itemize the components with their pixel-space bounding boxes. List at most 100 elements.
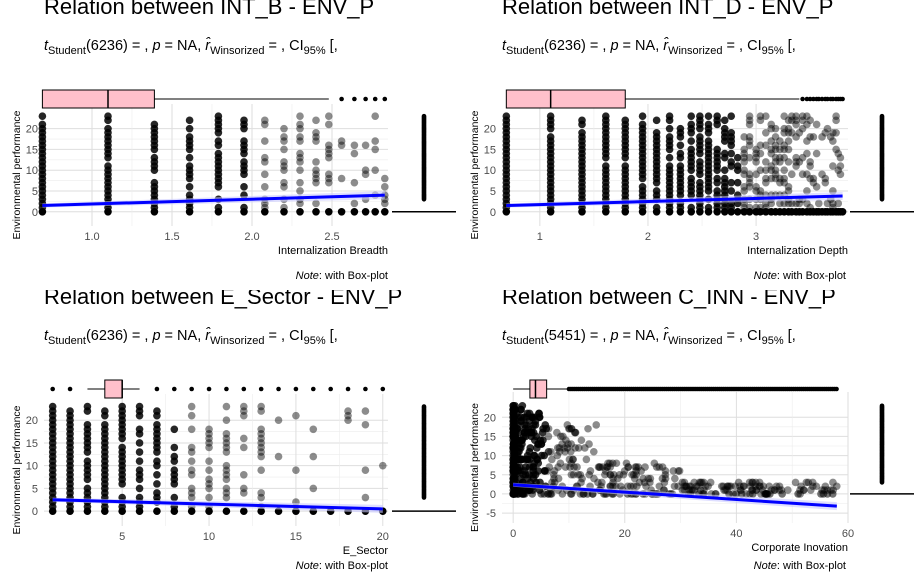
data-point [665, 162, 674, 170]
data-point [829, 128, 837, 137]
data-point [795, 199, 804, 208]
data-point [748, 478, 756, 487]
data-point [546, 133, 555, 141]
data-point [740, 149, 748, 158]
data-point [577, 436, 586, 445]
chart-note: Note: with Box-plot [753, 270, 846, 282]
data-point [296, 137, 304, 145]
data-point [671, 474, 679, 483]
data-point [83, 457, 92, 465]
data-point [806, 174, 814, 183]
data-point [559, 432, 567, 441]
data-point [312, 207, 320, 216]
data-point [713, 112, 721, 120]
data-point [185, 124, 194, 133]
data-point [312, 166, 320, 174]
chart-note: Note: with Box-plot [295, 560, 388, 572]
data-point [609, 478, 617, 487]
data-point [135, 457, 144, 465]
data-point [576, 470, 585, 479]
data-point [296, 199, 304, 208]
data-point [510, 440, 519, 448]
data-point [548, 455, 556, 464]
y-tick-label: 0 [490, 207, 496, 219]
data-point [778, 490, 786, 498]
data-point [612, 482, 620, 491]
data-point [325, 207, 333, 216]
data-point [257, 425, 265, 434]
data-point [239, 489, 248, 497]
data-point [222, 470, 231, 479]
data-point [713, 145, 721, 154]
x-tick-label: 3 [753, 231, 759, 243]
data-point [803, 149, 811, 158]
data-point [762, 112, 770, 120]
data-point [517, 405, 525, 414]
data-point [646, 474, 655, 483]
data-point [187, 489, 196, 497]
data-point [325, 170, 333, 179]
data-point [803, 187, 811, 195]
data-point [38, 120, 47, 129]
data-point [665, 124, 674, 133]
x-box-outlier [293, 386, 299, 392]
data-point [676, 149, 685, 158]
data-point [553, 428, 561, 437]
data-point [745, 153, 754, 162]
data-point [803, 137, 811, 145]
data-point [694, 482, 702, 491]
data-point [836, 153, 845, 162]
chart-title: Relation between INT_D - ENV_P [502, 0, 834, 19]
data-point [806, 158, 814, 166]
data-point [832, 112, 840, 120]
chart-title: Relation between INT_B - ENV_P [44, 0, 375, 19]
data-point [571, 444, 580, 452]
data-point [720, 149, 729, 158]
data-point [646, 478, 654, 487]
data-point [567, 424, 576, 433]
data-point [104, 124, 112, 133]
data-point [548, 478, 556, 487]
data-point [751, 478, 760, 487]
y-tick-label: 20 [484, 124, 496, 136]
data-point [632, 467, 640, 475]
data-point [214, 149, 223, 158]
data-point [612, 459, 621, 468]
x-tick-label: 0 [510, 528, 516, 540]
data-point [606, 470, 615, 479]
x-box-outlier [363, 96, 368, 102]
data-point [135, 493, 144, 502]
data-point [776, 174, 784, 183]
data-point [762, 128, 770, 137]
data-point [170, 493, 179, 502]
data-point [239, 407, 248, 415]
data-point [118, 443, 126, 452]
data-point [751, 482, 760, 491]
data-point [720, 174, 729, 183]
data-point [740, 158, 748, 166]
data-point [780, 153, 789, 162]
y-tick-label: 0 [490, 489, 496, 501]
data-point [280, 203, 288, 212]
data-point [296, 124, 304, 133]
data-point [573, 463, 581, 471]
data-point [696, 133, 704, 141]
data-point [546, 490, 555, 498]
data-point [280, 124, 288, 133]
data-point [257, 439, 265, 447]
data-point [312, 128, 320, 137]
data-point [740, 187, 748, 195]
data-point [187, 448, 196, 456]
data-point [767, 162, 776, 170]
data-point [745, 174, 754, 183]
data-point [581, 444, 589, 452]
y-tick-label: 20 [484, 412, 496, 424]
data-point [135, 402, 144, 411]
data-point [381, 207, 389, 216]
data-point [550, 474, 558, 483]
data-point [775, 482, 784, 491]
data-point [550, 467, 559, 475]
data-point [325, 141, 333, 150]
data-point [185, 153, 194, 162]
data-point [784, 183, 793, 191]
